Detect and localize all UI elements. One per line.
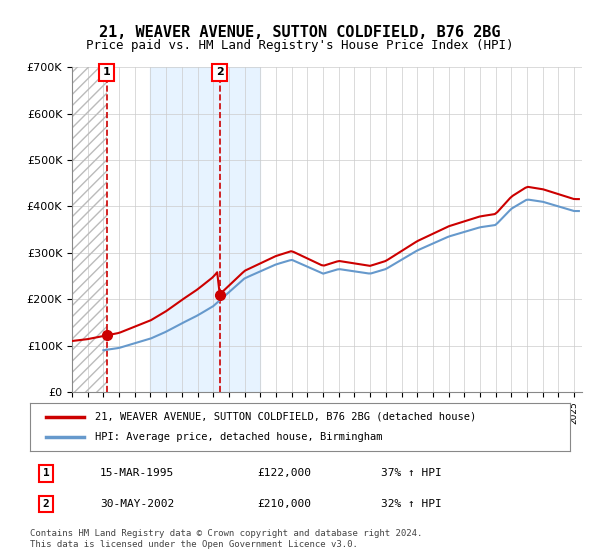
Text: 1: 1 [103,67,110,77]
Text: 1: 1 [43,468,50,478]
Text: Price paid vs. HM Land Registry's House Price Index (HPI): Price paid vs. HM Land Registry's House … [86,39,514,52]
Text: 21, WEAVER AVENUE, SUTTON COLDFIELD, B76 2BG (detached house): 21, WEAVER AVENUE, SUTTON COLDFIELD, B76… [95,412,476,422]
Bar [151,67,260,392]
Text: HPI: Average price, detached house, Birmingham: HPI: Average price, detached house, Birm… [95,432,382,442]
Bar [72,67,107,392]
Text: Contains HM Land Registry data © Crown copyright and database right 2024.
This d: Contains HM Land Registry data © Crown c… [30,529,422,549]
Text: £210,000: £210,000 [257,499,311,509]
Text: 32% ↑ HPI: 32% ↑ HPI [381,499,442,509]
Bar [72,67,107,392]
Text: £122,000: £122,000 [257,468,311,478]
Text: 2: 2 [215,67,223,77]
Text: 2: 2 [43,499,50,509]
Text: 15-MAR-1995: 15-MAR-1995 [100,468,175,478]
Text: 37% ↑ HPI: 37% ↑ HPI [381,468,442,478]
Text: 30-MAY-2002: 30-MAY-2002 [100,499,175,509]
Text: 21, WEAVER AVENUE, SUTTON COLDFIELD, B76 2BG: 21, WEAVER AVENUE, SUTTON COLDFIELD, B76… [99,25,501,40]
